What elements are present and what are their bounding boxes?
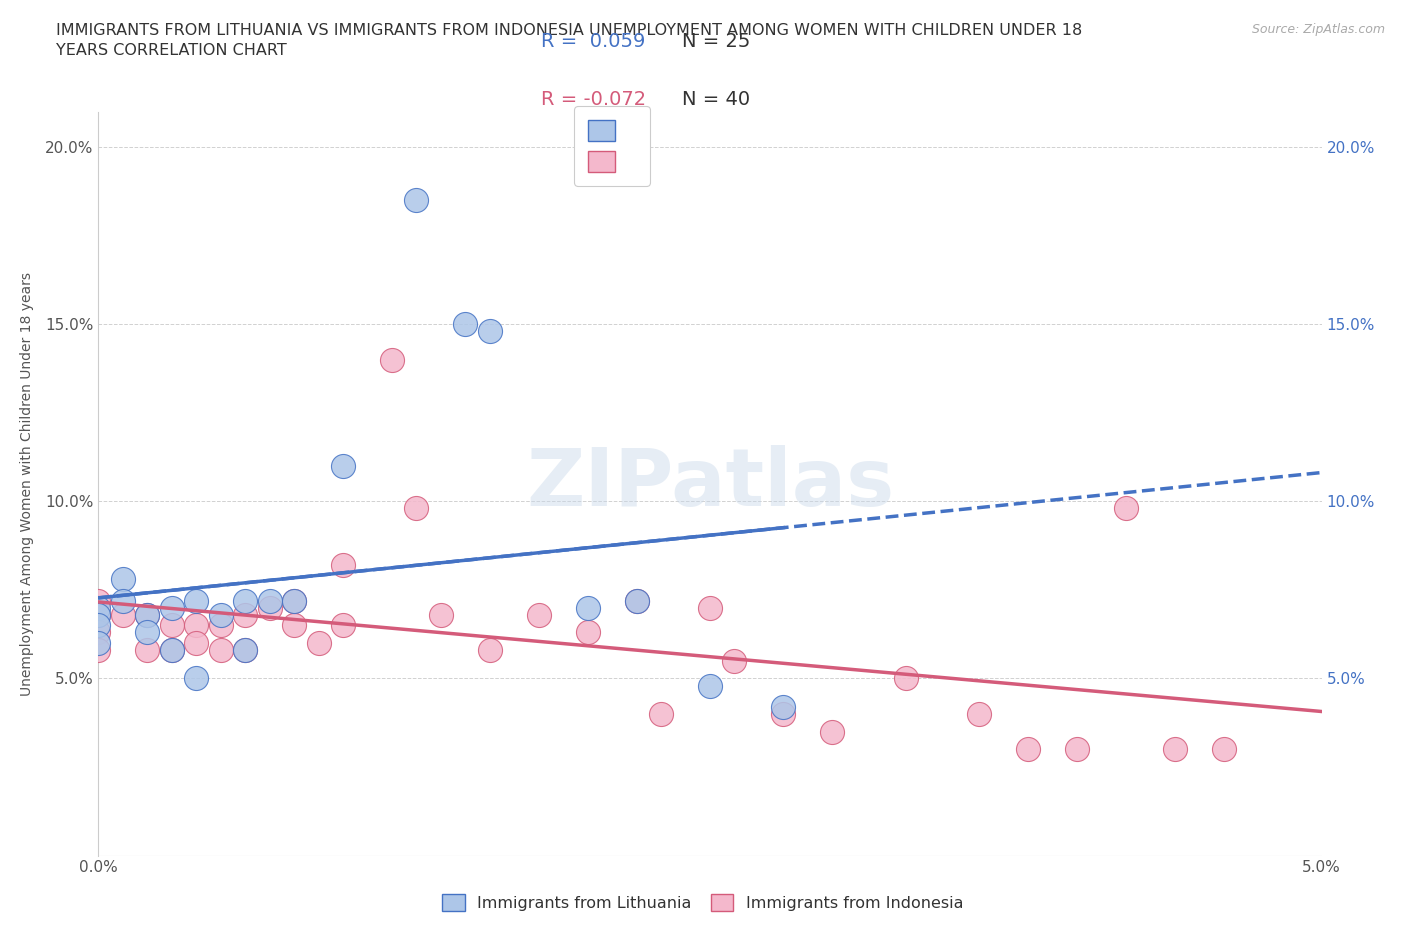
Point — [259, 593, 281, 608]
Text: R = -0.072: R = -0.072 — [541, 90, 647, 109]
Point — [1066, 742, 1088, 757]
Point — [308, 635, 330, 650]
Point — [111, 607, 134, 622]
Point — [111, 572, 134, 587]
Point — [209, 618, 232, 632]
Point — [1164, 742, 1187, 757]
Point — [405, 193, 427, 207]
Point — [626, 593, 648, 608]
Point — [894, 671, 917, 686]
Text: R =  0.059: R = 0.059 — [541, 33, 645, 51]
Point — [259, 600, 281, 615]
Point — [576, 600, 599, 615]
Point — [186, 593, 208, 608]
Point — [430, 607, 453, 622]
Point — [233, 643, 256, 658]
Point — [186, 635, 208, 650]
Point — [723, 653, 745, 668]
Text: IMMIGRANTS FROM LITHUANIA VS IMMIGRANTS FROM INDONESIA UNEMPLOYMENT AMONG WOMEN : IMMIGRANTS FROM LITHUANIA VS IMMIGRANTS … — [56, 23, 1083, 58]
Point — [160, 643, 183, 658]
Point — [160, 600, 183, 615]
Point — [821, 724, 844, 739]
Legend: Immigrants from Lithuania, Immigrants from Indonesia: Immigrants from Lithuania, Immigrants fr… — [436, 888, 970, 917]
Point — [87, 618, 110, 632]
Point — [209, 643, 232, 658]
Point — [699, 678, 721, 693]
Point — [478, 324, 501, 339]
Text: N = 25: N = 25 — [682, 33, 751, 51]
Point — [967, 707, 990, 722]
Point — [283, 593, 305, 608]
Point — [1017, 742, 1039, 757]
Point — [772, 707, 794, 722]
Point — [186, 671, 208, 686]
Text: N = 40: N = 40 — [682, 90, 749, 109]
Point — [650, 707, 672, 722]
Point — [233, 607, 256, 622]
Point — [772, 699, 794, 714]
Point — [87, 593, 110, 608]
Point — [87, 643, 110, 658]
Point — [87, 625, 110, 640]
Point — [136, 607, 159, 622]
Point — [626, 593, 648, 608]
Point — [160, 618, 183, 632]
Text: ZIPatlas: ZIPatlas — [526, 445, 894, 523]
Point — [576, 625, 599, 640]
Point — [87, 607, 110, 622]
Point — [1212, 742, 1234, 757]
Text: Source: ZipAtlas.com: Source: ZipAtlas.com — [1251, 23, 1385, 36]
Point — [527, 607, 550, 622]
Point — [87, 607, 110, 622]
Point — [381, 352, 404, 367]
Point — [454, 317, 477, 332]
Point — [332, 458, 354, 473]
Point — [111, 593, 134, 608]
Point — [160, 643, 183, 658]
Point — [136, 607, 159, 622]
Point — [405, 501, 427, 516]
Point — [87, 600, 110, 615]
Point — [478, 643, 501, 658]
Point — [186, 618, 208, 632]
Y-axis label: Unemployment Among Women with Children Under 18 years: Unemployment Among Women with Children U… — [20, 272, 34, 696]
Point — [136, 643, 159, 658]
Point — [233, 593, 256, 608]
Legend:  ,  : , — [574, 106, 651, 186]
Point — [699, 600, 721, 615]
Point — [283, 618, 305, 632]
Point — [233, 643, 256, 658]
Point — [1115, 501, 1137, 516]
Point — [332, 558, 354, 573]
Point — [87, 635, 110, 650]
Point — [283, 593, 305, 608]
Point — [332, 618, 354, 632]
Point — [209, 607, 232, 622]
Point — [136, 625, 159, 640]
